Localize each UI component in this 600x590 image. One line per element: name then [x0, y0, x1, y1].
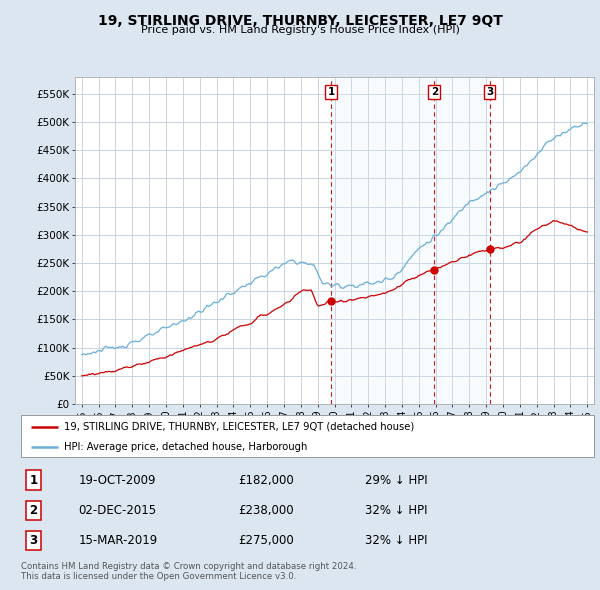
Text: £238,000: £238,000: [239, 504, 295, 517]
Text: £182,000: £182,000: [239, 474, 295, 487]
Text: 19, STIRLING DRIVE, THURNBY, LEICESTER, LE7 9QT (detached house): 19, STIRLING DRIVE, THURNBY, LEICESTER, …: [64, 422, 414, 432]
Text: 3: 3: [29, 534, 38, 547]
Text: 32% ↓ HPI: 32% ↓ HPI: [365, 504, 427, 517]
Text: 29% ↓ HPI: 29% ↓ HPI: [365, 474, 427, 487]
Text: 02-DEC-2015: 02-DEC-2015: [79, 504, 157, 517]
Text: £275,000: £275,000: [239, 534, 295, 547]
Text: 15-MAR-2019: 15-MAR-2019: [79, 534, 158, 547]
Text: 19, STIRLING DRIVE, THURNBY, LEICESTER, LE7 9QT: 19, STIRLING DRIVE, THURNBY, LEICESTER, …: [98, 14, 502, 28]
Text: Contains HM Land Registry data © Crown copyright and database right 2024.: Contains HM Land Registry data © Crown c…: [21, 562, 356, 571]
Text: HPI: Average price, detached house, Harborough: HPI: Average price, detached house, Harb…: [64, 442, 307, 451]
Text: 19-OCT-2009: 19-OCT-2009: [79, 474, 156, 487]
Text: 3: 3: [486, 87, 493, 97]
Text: 2: 2: [431, 87, 438, 97]
Text: 32% ↓ HPI: 32% ↓ HPI: [365, 534, 427, 547]
Text: 1: 1: [29, 474, 38, 487]
Text: This data is licensed under the Open Government Licence v3.0.: This data is licensed under the Open Gov…: [21, 572, 296, 581]
Text: 1: 1: [328, 87, 335, 97]
Bar: [331, 77, 490, 404]
Text: Price paid vs. HM Land Registry's House Price Index (HPI): Price paid vs. HM Land Registry's House …: [140, 25, 460, 35]
Text: 2: 2: [29, 504, 38, 517]
